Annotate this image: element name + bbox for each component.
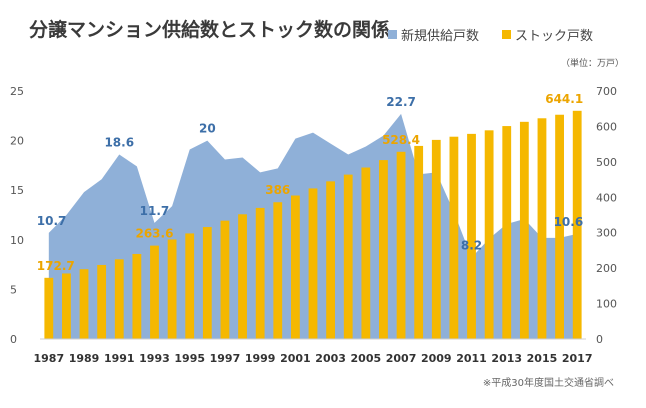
bar-1992 xyxy=(132,253,142,339)
y-right-tick: 300 xyxy=(596,227,617,240)
bar-2001 xyxy=(290,195,300,339)
bar-1999 xyxy=(255,207,265,339)
x-tick-2003: 2003 xyxy=(315,352,346,365)
bar-1994 xyxy=(167,239,177,339)
y-right-tick: 400 xyxy=(596,191,617,204)
bar-1988 xyxy=(62,273,71,339)
y-left-tick: 15 xyxy=(10,184,24,197)
bar-2017 xyxy=(572,110,582,340)
x-tick-2015: 2015 xyxy=(527,352,558,365)
bar-2005 xyxy=(361,167,371,339)
bar-1990 xyxy=(97,264,107,339)
bar-1998 xyxy=(238,214,247,339)
data-label-supply: 22.7 xyxy=(386,95,416,109)
y-left-tick: 5 xyxy=(10,283,17,296)
bar-1997 xyxy=(220,220,230,339)
y-right-tick: 700 xyxy=(596,85,617,98)
bar-2003 xyxy=(326,181,336,339)
data-label-stock: 644.1 xyxy=(545,92,583,106)
x-tick-1987: 1987 xyxy=(33,352,64,365)
y-left-tick: 10 xyxy=(10,234,24,247)
bar-2011 xyxy=(467,133,476,339)
data-label-stock: 172.7 xyxy=(37,259,75,273)
bar-1995 xyxy=(185,233,195,339)
x-tick-1997: 1997 xyxy=(210,352,241,365)
bar-1987 xyxy=(44,277,54,339)
legend-label-area: 新規供給戸数 xyxy=(401,29,480,44)
y-right-tick: 200 xyxy=(596,262,617,275)
bar-1993 xyxy=(150,245,159,339)
y-left-tick: 25 xyxy=(10,85,24,98)
data-label-stock: 386 xyxy=(265,183,290,197)
bar-2002 xyxy=(308,188,318,339)
x-tick-1995: 1995 xyxy=(174,352,205,365)
data-label-supply: 8.2 xyxy=(461,239,482,253)
x-tick-1989: 1989 xyxy=(69,352,100,365)
bar-2013 xyxy=(502,126,512,340)
data-label-supply: 10.6 xyxy=(554,215,584,229)
data-label-supply: 20 xyxy=(199,122,216,136)
unit-note: （単位：万戸） xyxy=(560,59,624,69)
legend-item-bar: ストック戸数 xyxy=(502,25,593,44)
y-left-tick: 0 xyxy=(10,333,17,346)
data-label-supply: 11.7 xyxy=(140,204,170,218)
legend-label-bar: ストック戸数 xyxy=(515,29,594,44)
x-tick-2009: 2009 xyxy=(421,352,452,365)
bar-1991 xyxy=(114,259,124,339)
bar-2006 xyxy=(379,160,388,339)
bar-2007 xyxy=(396,151,406,339)
bar-1996 xyxy=(202,227,212,339)
bar-2008 xyxy=(414,145,424,339)
legend-swatch-bar xyxy=(502,30,511,39)
legend-swatch-area xyxy=(388,30,397,39)
data-label-stock: 528.4 xyxy=(382,133,420,147)
x-tick-1999: 1999 xyxy=(245,352,276,365)
x-tick-1993: 1993 xyxy=(139,352,170,365)
x-tick-2007: 2007 xyxy=(386,352,417,365)
bar-2016 xyxy=(555,114,564,339)
bar-2012 xyxy=(484,130,494,339)
x-tick-1991: 1991 xyxy=(104,352,135,365)
y-right-tick: 500 xyxy=(596,156,617,169)
bar-2010 xyxy=(449,136,459,339)
x-tick-2005: 2005 xyxy=(351,352,382,365)
bar-1989 xyxy=(79,269,89,339)
x-tick-2001: 2001 xyxy=(280,352,311,365)
legend-item-area: 新規供給戸数 xyxy=(388,25,479,44)
x-tick-2013: 2013 xyxy=(491,352,522,365)
chart-title: 分譲マンション供給数とストック数の関係 xyxy=(29,19,391,41)
bar-2014 xyxy=(519,121,529,339)
y-right-tick: 0 xyxy=(596,333,603,346)
bar-2000 xyxy=(273,202,283,339)
y-right-tick: 600 xyxy=(596,120,617,133)
data-label-stock: 263.6 xyxy=(135,227,173,241)
x-tick-2017: 2017 xyxy=(562,352,593,365)
source-note: ※平成30年度国土交通省調べ xyxy=(482,378,614,389)
data-label-supply: 18.6 xyxy=(104,135,134,149)
bar-2004 xyxy=(343,174,353,339)
y-left-tick: 20 xyxy=(10,135,24,148)
x-tick-2011: 2011 xyxy=(456,352,487,365)
y-right-tick: 100 xyxy=(596,298,617,311)
data-label-supply: 10.7 xyxy=(37,214,67,228)
bar-2009 xyxy=(431,139,441,339)
bar-2015 xyxy=(537,118,547,339)
